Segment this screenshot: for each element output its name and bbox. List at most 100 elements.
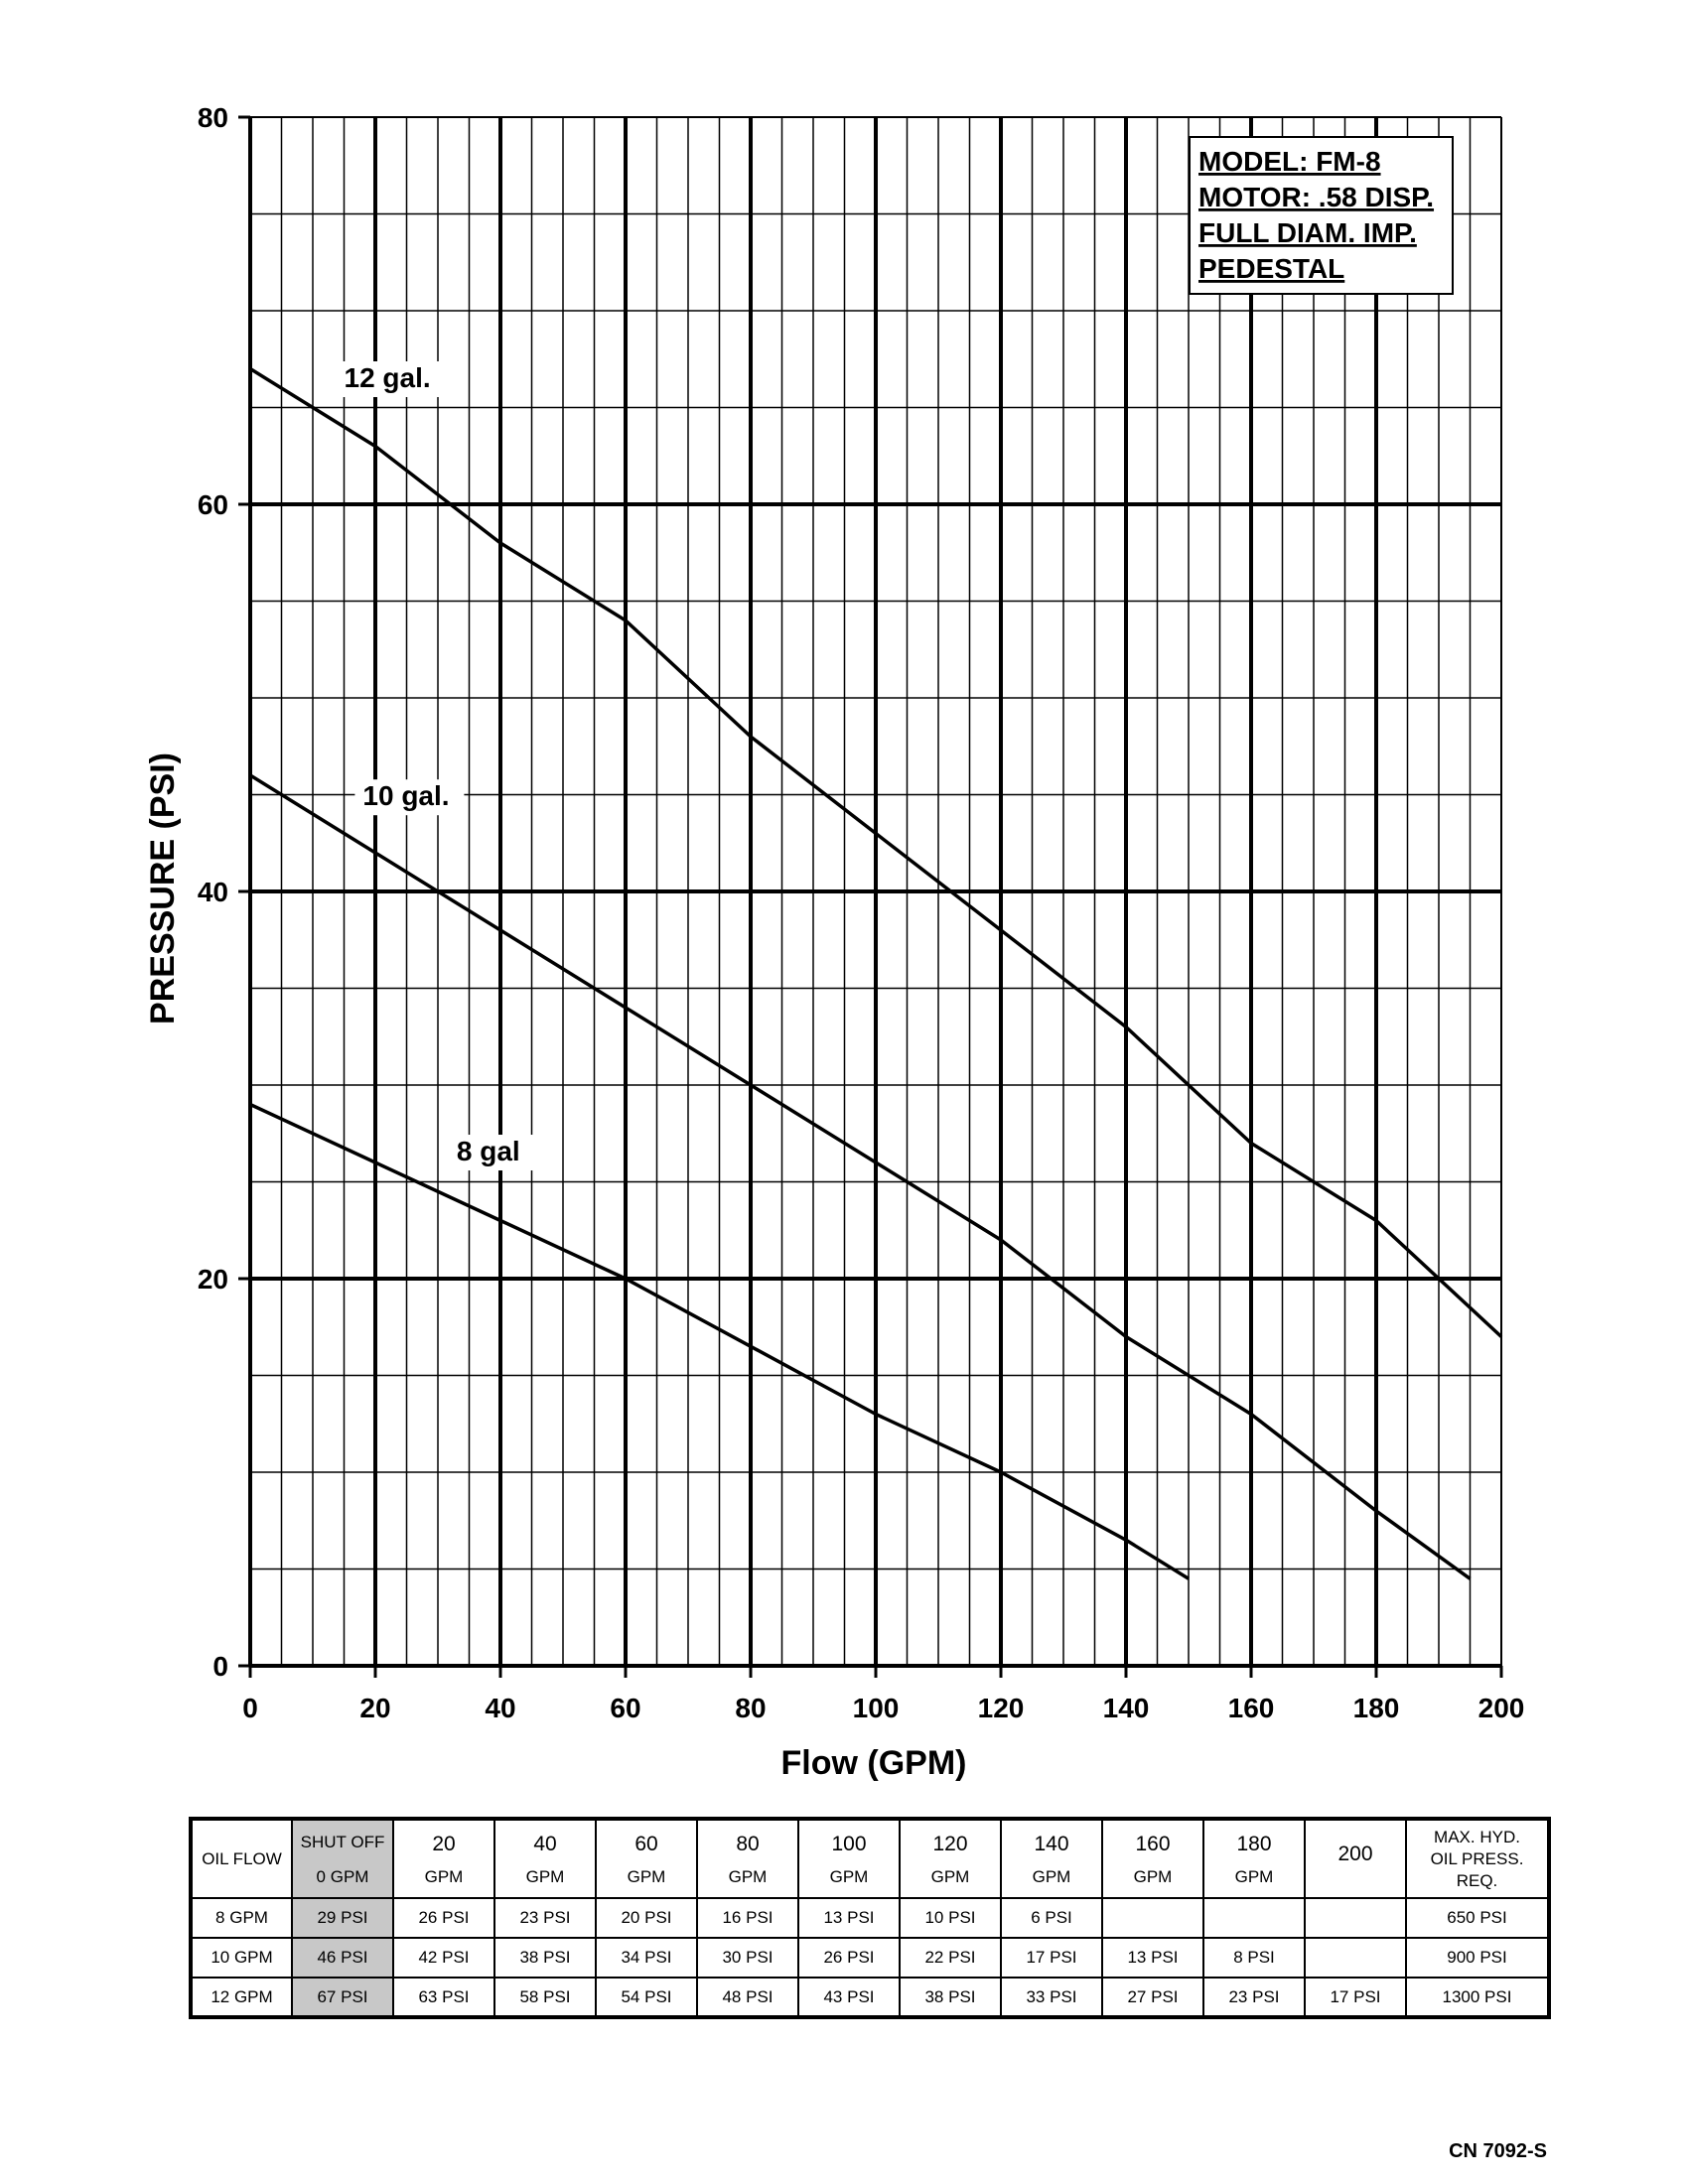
curve-label: 10 gal. <box>362 780 449 811</box>
performance-table: OIL FLOW SHUT OFF 0 GPM 20 GPM 40 GPM 60 GPM 80 GP… <box>189 1817 1551 2019</box>
table-cell: 38 PSI <box>493 1937 597 1979</box>
table-cell: 67 PSI <box>291 1977 394 2018</box>
document-code: CN 7092-S <box>1449 2140 1547 2162</box>
header-unit-text: GPM <box>728 1866 768 1886</box>
table-cell: 63 PSI <box>392 1977 495 2018</box>
mount-line: PEDESTAL <box>1198 253 1344 284</box>
row-label-cell: 12 GPM <box>190 1977 293 2018</box>
x-tick-label: 60 <box>610 1693 640 1723</box>
table-cell: 6 PSI <box>1000 1897 1103 1939</box>
header-flow-value: 120 <box>932 1832 968 1855</box>
table-cell: 29 PSI <box>291 1897 394 1939</box>
y-tick-label: 0 <box>212 1651 228 1682</box>
table-cell: 46 PSI <box>291 1937 394 1979</box>
pump-performance-chart: 0 20 40 60 80 100 120 140 160 180 200 0 20 40 60 80 12 … <box>144 102 1525 1782</box>
x-tick-label: 140 <box>1103 1693 1150 1723</box>
header-unit-text: GPM <box>525 1866 565 1886</box>
max-pressure-cell: 650 PSI <box>1405 1897 1550 1939</box>
table-header-cell: 20 GPM <box>392 1818 495 1899</box>
table-header-cell: 160 GPM <box>1101 1818 1204 1899</box>
series-line <box>249 1102 1190 1580</box>
y-tick-label: 60 <box>198 489 228 520</box>
table-cell: 20 PSI <box>595 1897 698 1939</box>
curve-label-backing <box>354 779 465 816</box>
table-header-cell: 100 GPM <box>797 1818 901 1899</box>
header-unit-text: GPM <box>829 1866 869 1886</box>
table-header-cell: 40 GPM <box>493 1818 597 1899</box>
impeller-line: FULL DIAM. IMP. <box>1198 217 1417 248</box>
table-cell: 22 PSI <box>899 1937 1002 1979</box>
header-flow-value: 60 <box>634 1832 658 1855</box>
header-flow-value: 200 <box>1337 1842 1373 1865</box>
y-axis-title: PRESSURE (PSI) <box>144 752 182 1024</box>
table-header-cell: 180 GPM <box>1202 1818 1306 1899</box>
curve-label: 12 gal. <box>345 362 431 393</box>
row-label-cell: 10 GPM <box>190 1937 293 1979</box>
header-flow-value: 20 <box>432 1832 456 1855</box>
x-tick-label: 0 <box>242 1693 258 1723</box>
curve-label-group: 10 gal. <box>354 779 465 816</box>
curve-label-group: 8 gal <box>448 1135 558 1171</box>
table-row: 8 GPM 29 PSI 26 PSI 23 PSI 20 PSI 16 PSI 13 PS… <box>190 1897 1550 1939</box>
table-cell: 17 PSI <box>1304 1977 1407 2018</box>
x-tick-label: 180 <box>1353 1693 1400 1723</box>
tick-labels: 0 20 40 60 80 100 120 140 160 180 200 0 20 40 60 80 <box>198 102 1525 1723</box>
table-header-cell: 80 GPM <box>696 1818 799 1899</box>
x-tick-label: 200 <box>1478 1693 1525 1723</box>
table-header-cell: 60 GPM <box>595 1818 698 1899</box>
curve-label-group: 12 gal. <box>336 361 446 397</box>
x-tick-label: 20 <box>359 1693 390 1723</box>
table-cell: 10 PSI <box>899 1897 1002 1939</box>
table-cell: 43 PSI <box>797 1977 901 2018</box>
header-flow-value: 160 <box>1135 1832 1171 1855</box>
table-cell <box>1202 1897 1306 1939</box>
header-unit-text: GPM <box>1032 1866 1071 1886</box>
header-unit-text: 0 GPM <box>316 1866 369 1886</box>
table-row: 10 GPM 46 PSI 42 PSI 38 PSI 34 PSI 30 PSI 26 P… <box>190 1937 1550 1979</box>
table-cell: 17 PSI <box>1000 1937 1103 1979</box>
table-header-cell: 200 <box>1304 1818 1407 1899</box>
table-cell: 26 PSI <box>392 1897 495 1939</box>
max-pressure-cell: 1300 PSI <box>1405 1977 1550 2018</box>
motor-line: MOTOR: .58 DISP. <box>1198 182 1434 212</box>
header-flow-value: 180 <box>1236 1832 1272 1855</box>
model-line: MODEL: FM-8 <box>1198 146 1381 177</box>
curve-label: 8 gal <box>457 1136 520 1166</box>
table-cell: 13 PSI <box>1101 1937 1204 1979</box>
header-top-text: SHUT OFF <box>300 1832 385 1851</box>
header-unit-text: GPM <box>424 1866 464 1886</box>
header-flow-value: 140 <box>1034 1832 1069 1855</box>
curve-labels: 12 gal. 10 gal. 8 gal <box>336 361 558 1171</box>
table-cell: 16 PSI <box>696 1897 799 1939</box>
table-cell <box>1101 1897 1204 1939</box>
header-unit-text: GPM <box>930 1866 970 1886</box>
header-flow-value: 100 <box>831 1832 867 1855</box>
y-tick-label: 20 <box>198 1264 228 1295</box>
table-cell: 34 PSI <box>595 1937 698 1979</box>
header-flow-value: 40 <box>533 1832 557 1855</box>
table-cell <box>1304 1897 1407 1939</box>
x-tick-label: 100 <box>853 1693 900 1723</box>
table-cell: 54 PSI <box>595 1977 698 2018</box>
x-tick-label: 120 <box>978 1693 1025 1723</box>
model-info-box: MODEL: FM-8 MOTOR: .58 DISP. FULL DIAM. … <box>1189 136 1454 295</box>
table-header-cell: 120 GPM <box>899 1818 1002 1899</box>
table-cell: 30 PSI <box>696 1937 799 1979</box>
curve-label-backing <box>448 1135 558 1171</box>
y-tick-label: 80 <box>198 102 228 133</box>
table-header-row: OIL FLOW SHUT OFF 0 GPM 20 GPM 40 GPM 60 GPM 80 GP… <box>190 1818 1550 1899</box>
table-cell: 27 PSI <box>1101 1977 1204 2018</box>
max-pressure-cell: 900 PSI <box>1405 1937 1550 1979</box>
header-unit-text: GPM <box>1133 1866 1173 1886</box>
axes <box>238 115 1503 1678</box>
table-row: 12 GPM 67 PSI 63 PSI 58 PSI 54 PSI 48 PSI 43 P… <box>190 1977 1550 2018</box>
table-cell: 48 PSI <box>696 1977 799 2018</box>
table-header-cell: SHUT OFF 0 GPM <box>291 1818 394 1899</box>
table-cell <box>1304 1937 1407 1979</box>
header-max-text: MAX. HYD. OIL PRESS. REQ. <box>1430 1827 1524 1890</box>
table-cell: 38 PSI <box>899 1977 1002 2018</box>
table-header-max-cell: MAX. HYD. OIL PRESS. REQ. <box>1405 1818 1550 1899</box>
header-flow-value: 80 <box>736 1832 760 1855</box>
table-cell: 23 PSI <box>493 1897 597 1939</box>
series-lines <box>249 367 1503 1580</box>
